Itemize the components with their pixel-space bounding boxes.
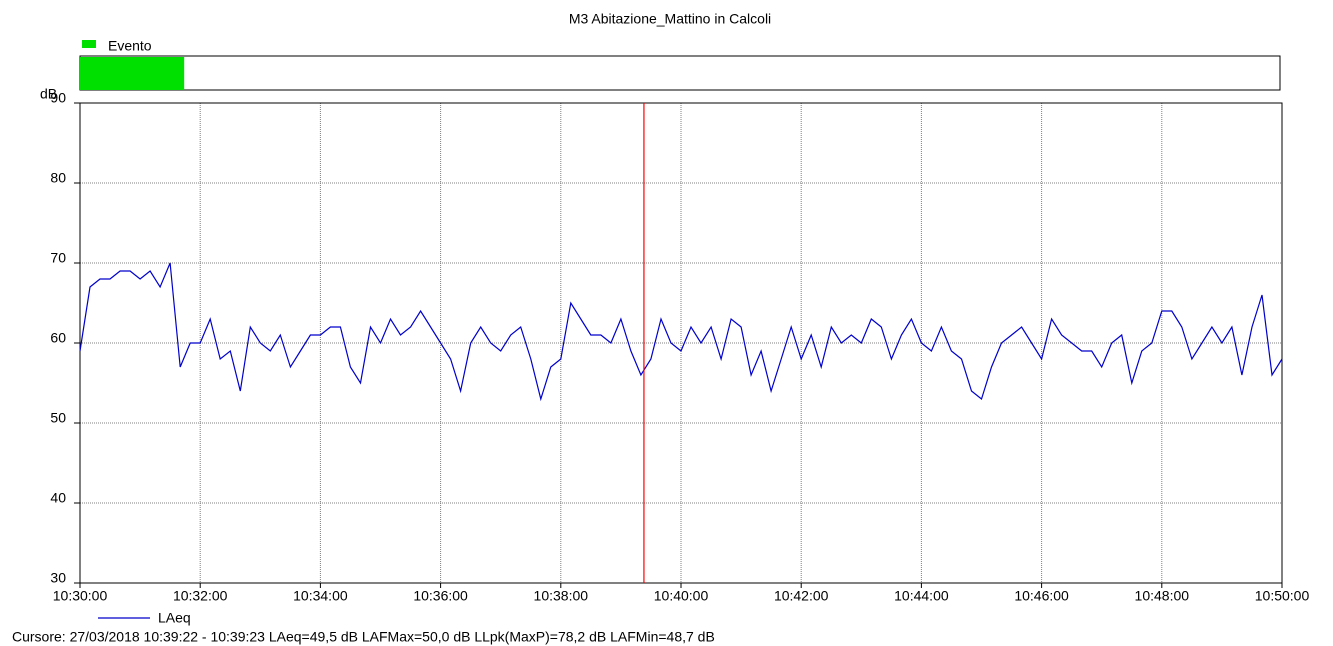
series-line: [79, 262, 1283, 402]
x-tick-label: 10:42:00: [774, 588, 829, 604]
y-tick-label: 50: [50, 410, 66, 426]
x-tick-label: 10:32:00: [173, 588, 228, 604]
x-tick-label: 10:46:00: [1014, 588, 1069, 604]
y-axis-label: dB: [40, 86, 57, 102]
event-bar: [80, 57, 185, 90]
x-tick-label: 10:50:00: [1255, 588, 1310, 604]
x-tick-label: 10:48:00: [1135, 588, 1190, 604]
x-tick-label: 10:44:00: [894, 588, 949, 604]
x-tick-label: 10:36:00: [413, 588, 468, 604]
x-tick-label: 10:30:00: [53, 588, 108, 604]
chart-title: M3 Abitazione_Mattino in Calcoli: [569, 11, 771, 27]
event-legend-label: Evento: [108, 38, 152, 54]
event-legend-swatch: [82, 40, 96, 48]
y-tick-label: 90: [50, 90, 66, 106]
x-tick-label: 10:40:00: [654, 588, 709, 604]
y-tick-label: 70: [50, 250, 66, 266]
y-tick-label: 80: [50, 170, 66, 186]
y-tick-label: 30: [50, 570, 66, 586]
y-tick-label: 60: [50, 330, 66, 346]
y-tick-label: 40: [50, 490, 66, 506]
legend-label: LAeq: [158, 610, 191, 626]
x-tick-label: 10:34:00: [293, 588, 348, 604]
plot-frame: [79, 102, 1283, 584]
x-tick-label: 10:38:00: [534, 588, 589, 604]
cursor-readout: Cursore: 27/03/2018 10:39:22 - 10:39:23 …: [12, 629, 715, 645]
